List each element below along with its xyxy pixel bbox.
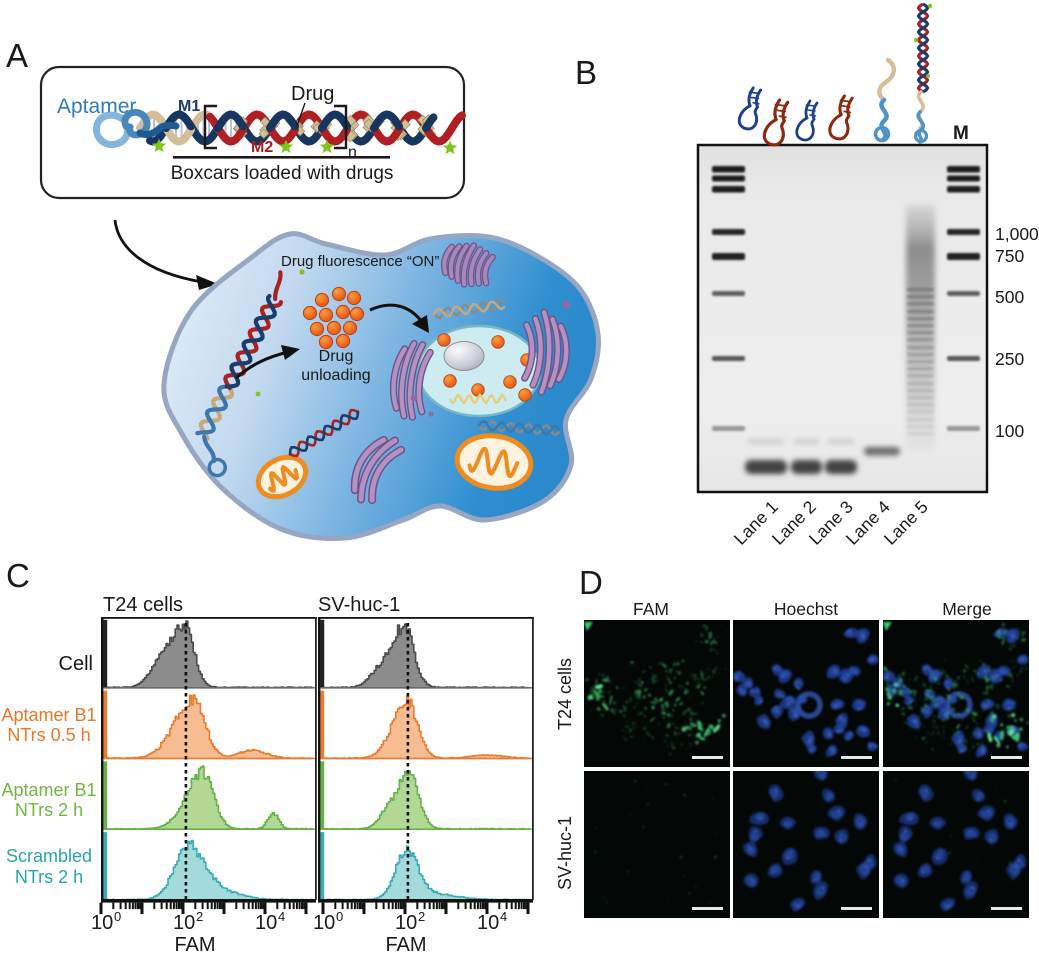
svg-text:M2: M2 — [251, 139, 273, 156]
svg-text:500: 500 — [995, 287, 1024, 307]
svg-text:250: 250 — [995, 349, 1024, 369]
svg-text:Merge: Merge — [942, 599, 992, 619]
svg-text:NTrs 2 h: NTrs 2 h — [15, 867, 83, 887]
svg-text:NTrs 0.5 h: NTrs 0.5 h — [7, 725, 90, 745]
svg-text:100: 100 — [995, 421, 1024, 441]
svg-text:FAM: FAM — [174, 934, 215, 956]
svg-text:FAM: FAM — [385, 934, 426, 956]
svg-text:Cell: Cell — [59, 653, 93, 675]
svg-text:Drug fluorescence “ON”: Drug fluorescence “ON” — [281, 253, 439, 270]
svg-text:M: M — [953, 123, 969, 144]
svg-text:C: C — [6, 557, 30, 594]
svg-text:Boxcars loaded with drugs: Boxcars loaded with drugs — [171, 163, 394, 184]
svg-text:M1: M1 — [178, 98, 200, 115]
svg-text:unloading: unloading — [301, 367, 370, 384]
svg-text:SV-huc-1: SV-huc-1 — [318, 594, 400, 616]
svg-text:10: 10 — [395, 912, 417, 934]
svg-text:4: 4 — [500, 909, 507, 924]
svg-text:B: B — [575, 54, 597, 91]
svg-text:0: 0 — [114, 909, 121, 924]
svg-text:n: n — [348, 144, 357, 161]
svg-text:A: A — [6, 37, 28, 74]
svg-text:2: 2 — [196, 909, 203, 924]
svg-text:SV-huc-1: SV-huc-1 — [555, 816, 575, 890]
svg-text:10: 10 — [477, 912, 499, 934]
svg-text:Aptamer: Aptamer — [57, 95, 136, 118]
svg-text:T24 cells: T24 cells — [103, 594, 183, 616]
svg-text:FAM: FAM — [633, 599, 669, 619]
svg-text:10: 10 — [173, 912, 195, 934]
svg-text:10: 10 — [91, 912, 113, 934]
svg-text:1,000: 1,000 — [995, 224, 1039, 244]
svg-text:10: 10 — [255, 912, 277, 934]
svg-text:D: D — [579, 564, 603, 601]
svg-text:2: 2 — [418, 909, 425, 924]
svg-text:Aptamer B1: Aptamer B1 — [1, 705, 96, 725]
svg-text:T24 cells: T24 cells — [555, 658, 575, 730]
svg-text:Drug: Drug — [291, 83, 334, 105]
svg-text:Aptamer B1: Aptamer B1 — [1, 780, 96, 800]
svg-text:Scrambled: Scrambled — [6, 846, 92, 866]
svg-text:10: 10 — [313, 912, 335, 934]
svg-text:Hoechst: Hoechst — [774, 599, 838, 619]
svg-text:4: 4 — [278, 909, 285, 924]
svg-text:NTrs 2 h: NTrs 2 h — [15, 800, 83, 820]
svg-text:750: 750 — [995, 246, 1024, 266]
svg-text:0: 0 — [336, 909, 343, 924]
svg-text:Drug: Drug — [319, 348, 354, 365]
